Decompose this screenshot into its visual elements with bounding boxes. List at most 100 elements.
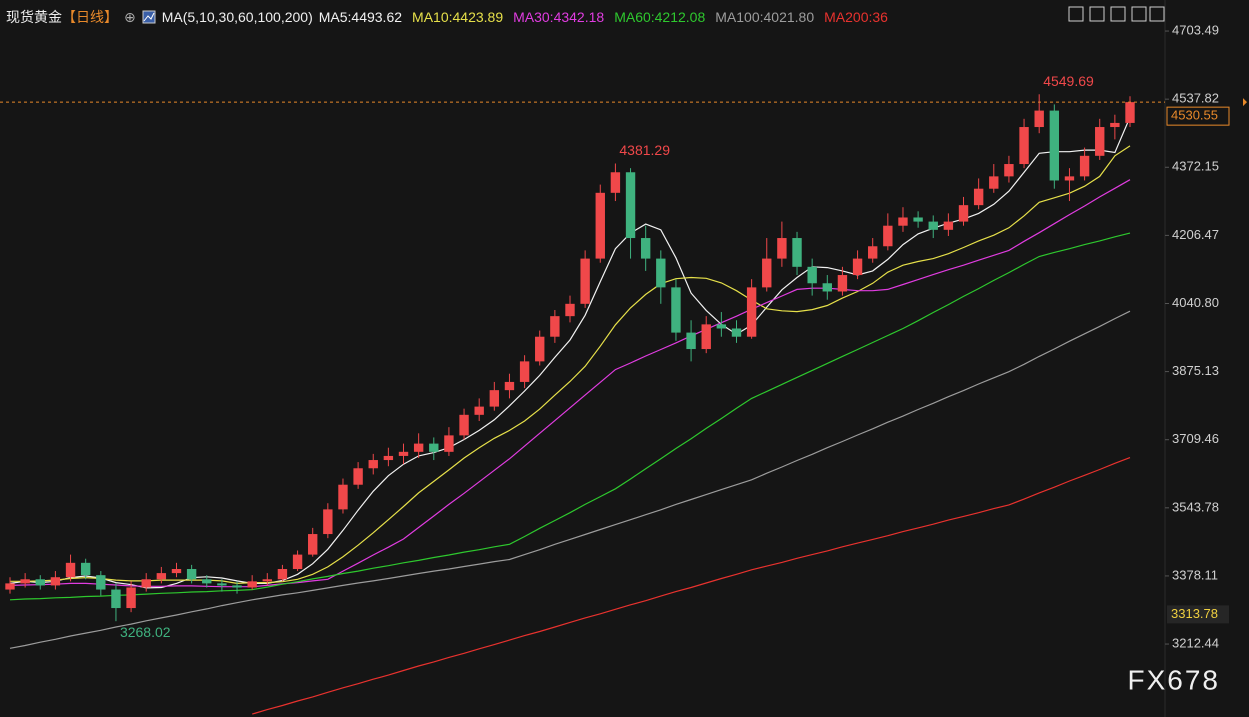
candle-body [444, 435, 454, 452]
tool-button[interactable] [1110, 6, 1126, 22]
candle-body [1095, 127, 1105, 156]
last-price-arrow [1243, 98, 1247, 107]
y-tick-label: 3378.11 [1172, 567, 1218, 582]
candle-body [1110, 122, 1120, 128]
ma-line [10, 145, 1131, 585]
legend-entry: MA30:4342.18 [513, 9, 605, 25]
candle-body [640, 238, 651, 259]
tool-button[interactable] [1089, 6, 1105, 22]
last-price-label: 4530.55 [1171, 108, 1218, 123]
candle-body [610, 172, 621, 193]
candle-body [1049, 110, 1060, 181]
candle-body [913, 217, 923, 222]
period[interactable]: 【日线】 [62, 9, 118, 25]
candle-body [65, 562, 76, 578]
candle-body [777, 238, 787, 259]
ma-line [252, 457, 1131, 715]
candle-body [126, 587, 136, 609]
ma-icon[interactable] [142, 10, 156, 24]
candle-body [398, 451, 409, 456]
legend-entry: MA10:4423.89 [412, 9, 504, 25]
tool-button[interactable] [1131, 6, 1147, 22]
candle-body [368, 460, 378, 469]
tool-button[interactable] [1068, 6, 1084, 22]
candle-body [96, 575, 106, 590]
legend-entry: MA5:4493.62 [318, 9, 403, 25]
candle-body [656, 258, 666, 288]
candle-body [625, 172, 636, 239]
candle-body [868, 246, 878, 259]
candle-body [883, 225, 893, 247]
candle-body [217, 583, 227, 586]
candle-body [943, 221, 954, 230]
toolbar [1068, 6, 1165, 22]
candle-body [792, 238, 802, 267]
candle-body [111, 589, 121, 609]
candle-body [1064, 176, 1075, 181]
candle-body [1004, 164, 1014, 177]
candle-body [1019, 127, 1029, 165]
candle-body [989, 176, 999, 189]
extreme-label: 4549.69 [1043, 73, 1094, 89]
candle-body [565, 303, 575, 317]
candle-body [1034, 110, 1044, 128]
candle-body [716, 324, 727, 329]
candle-body [308, 534, 318, 555]
candle-body [958, 205, 969, 222]
candle-body [898, 217, 908, 226]
ma-line [9, 179, 1131, 588]
candle-body [762, 258, 772, 288]
legend-entry: MA60:4212.08 [614, 9, 706, 25]
y-tick-label: 4206.47 [1172, 227, 1219, 242]
candle-body [323, 509, 333, 535]
candle-body [928, 221, 938, 230]
ma-line [9, 310, 1131, 649]
candle-body [353, 468, 363, 485]
candle-body [186, 568, 197, 580]
legend: MA5:4493.62 MA10:4423.89 MA30:4342.18 MA60:… [319, 9, 888, 25]
y-tick-label: 4372.15 [1172, 159, 1219, 174]
candle-body [20, 579, 30, 584]
candle-body [852, 258, 863, 276]
candle-body [80, 562, 91, 576]
candle-body [338, 484, 348, 510]
candle-body [489, 390, 500, 407]
candle-body [701, 324, 711, 350]
candle-body [202, 579, 212, 584]
candle-body [50, 577, 61, 586]
candle-body [822, 283, 832, 292]
add-icon[interactable]: ⊕ [124, 8, 136, 25]
candle-body [35, 579, 45, 586]
tool-button[interactable] [1149, 6, 1165, 22]
candle-body [277, 568, 288, 580]
candle-body [519, 361, 530, 382]
candle-body [413, 443, 424, 452]
candle-body [171, 568, 182, 574]
instrument-title: 现货黄金 [6, 9, 62, 25]
price-marker-box [1167, 605, 1229, 624]
candle-body [504, 381, 515, 391]
candle-body [141, 579, 151, 588]
price-marker-label: 3313.78 [1171, 606, 1218, 621]
ma-line [9, 232, 1131, 601]
last-price-box [1166, 106, 1230, 126]
candle-body [580, 258, 590, 304]
candle-body [746, 287, 757, 337]
candle-body [232, 585, 242, 588]
candle-body [292, 554, 303, 569]
legend-entry: MA200:36 [824, 9, 888, 25]
candle-body [550, 316, 560, 337]
y-tick-label: 4040.80 [1172, 295, 1219, 310]
y-tick-label: 3875.13 [1172, 363, 1219, 378]
candle-body [383, 455, 394, 461]
candle-body [5, 583, 15, 590]
candle-body [474, 406, 484, 415]
legend-entry: MA100:4021.80 [715, 9, 815, 25]
candle-body [973, 188, 984, 206]
candle-body [156, 573, 167, 580]
watermark: FX678 [1128, 664, 1221, 695]
extreme-label: 3268.02 [120, 624, 171, 640]
extreme-label: 4381.29 [619, 142, 670, 158]
candle-body [731, 328, 742, 337]
